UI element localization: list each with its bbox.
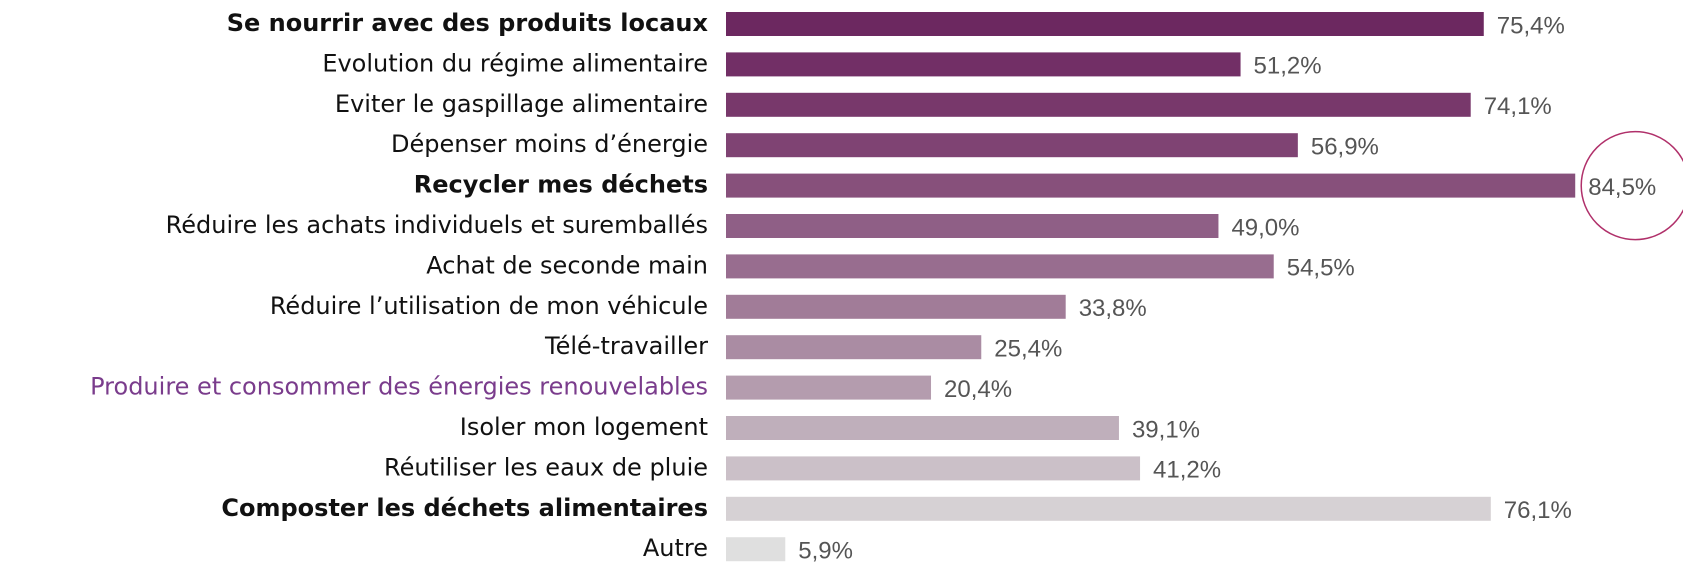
bar — [726, 173, 1576, 198]
category-label: Composter les déchets alimentaires — [221, 494, 708, 522]
bar — [726, 52, 1241, 77]
bar — [726, 375, 932, 400]
value-label: 41,2% — [1153, 457, 1221, 484]
category-label: Produire et consommer des énergies renou… — [90, 373, 708, 401]
value-label: 56,9% — [1311, 134, 1379, 161]
value-label: 39,1% — [1132, 416, 1200, 443]
value-label: 76,1% — [1504, 497, 1572, 524]
category-label: Isoler mon logement — [460, 413, 708, 441]
bar — [726, 214, 1219, 238]
category-label: Télé-travailler — [544, 332, 708, 360]
value-label: 33,8% — [1079, 295, 1147, 322]
category-label: Réduire les achats individuels et suremb… — [166, 211, 708, 239]
value-label: 74,1% — [1484, 93, 1552, 120]
value-label: 54,5% — [1287, 255, 1355, 282]
value-label: 20,4% — [944, 376, 1012, 403]
bar — [726, 133, 1298, 158]
category-label: Se nourrir avec des produits locaux — [227, 9, 709, 37]
category-label: Réduire l’utilisation de mon véhicule — [270, 292, 708, 320]
bar — [726, 294, 1066, 319]
category-label: Recycler mes déchets — [414, 171, 708, 199]
bar — [726, 496, 1491, 521]
category-label: Réutiliser les eaux de pluie — [384, 453, 708, 481]
value-label: 49,0% — [1231, 214, 1299, 241]
category-label: Achat de seconde main — [426, 251, 708, 279]
category-label: Eviter le gaspillage alimentaire — [335, 90, 708, 118]
value-label: 51,2% — [1254, 53, 1322, 80]
bar — [726, 537, 786, 562]
category-label: Autre — [643, 534, 708, 562]
value-label: 84,5% — [1588, 174, 1656, 201]
highlight-circle — [1580, 130, 1683, 241]
bar — [726, 416, 1119, 440]
bar — [726, 254, 1274, 279]
value-label: 25,4% — [994, 336, 1062, 363]
bar — [726, 92, 1471, 117]
bar — [726, 12, 1484, 36]
category-label: Evolution du régime alimentaire — [322, 49, 708, 77]
bar — [726, 335, 982, 360]
category-label: Dépenser moins d’énergie — [391, 130, 708, 158]
bar — [726, 456, 1141, 481]
value-label: 75,4% — [1497, 12, 1565, 39]
value-label: 5,9% — [798, 538, 853, 565]
